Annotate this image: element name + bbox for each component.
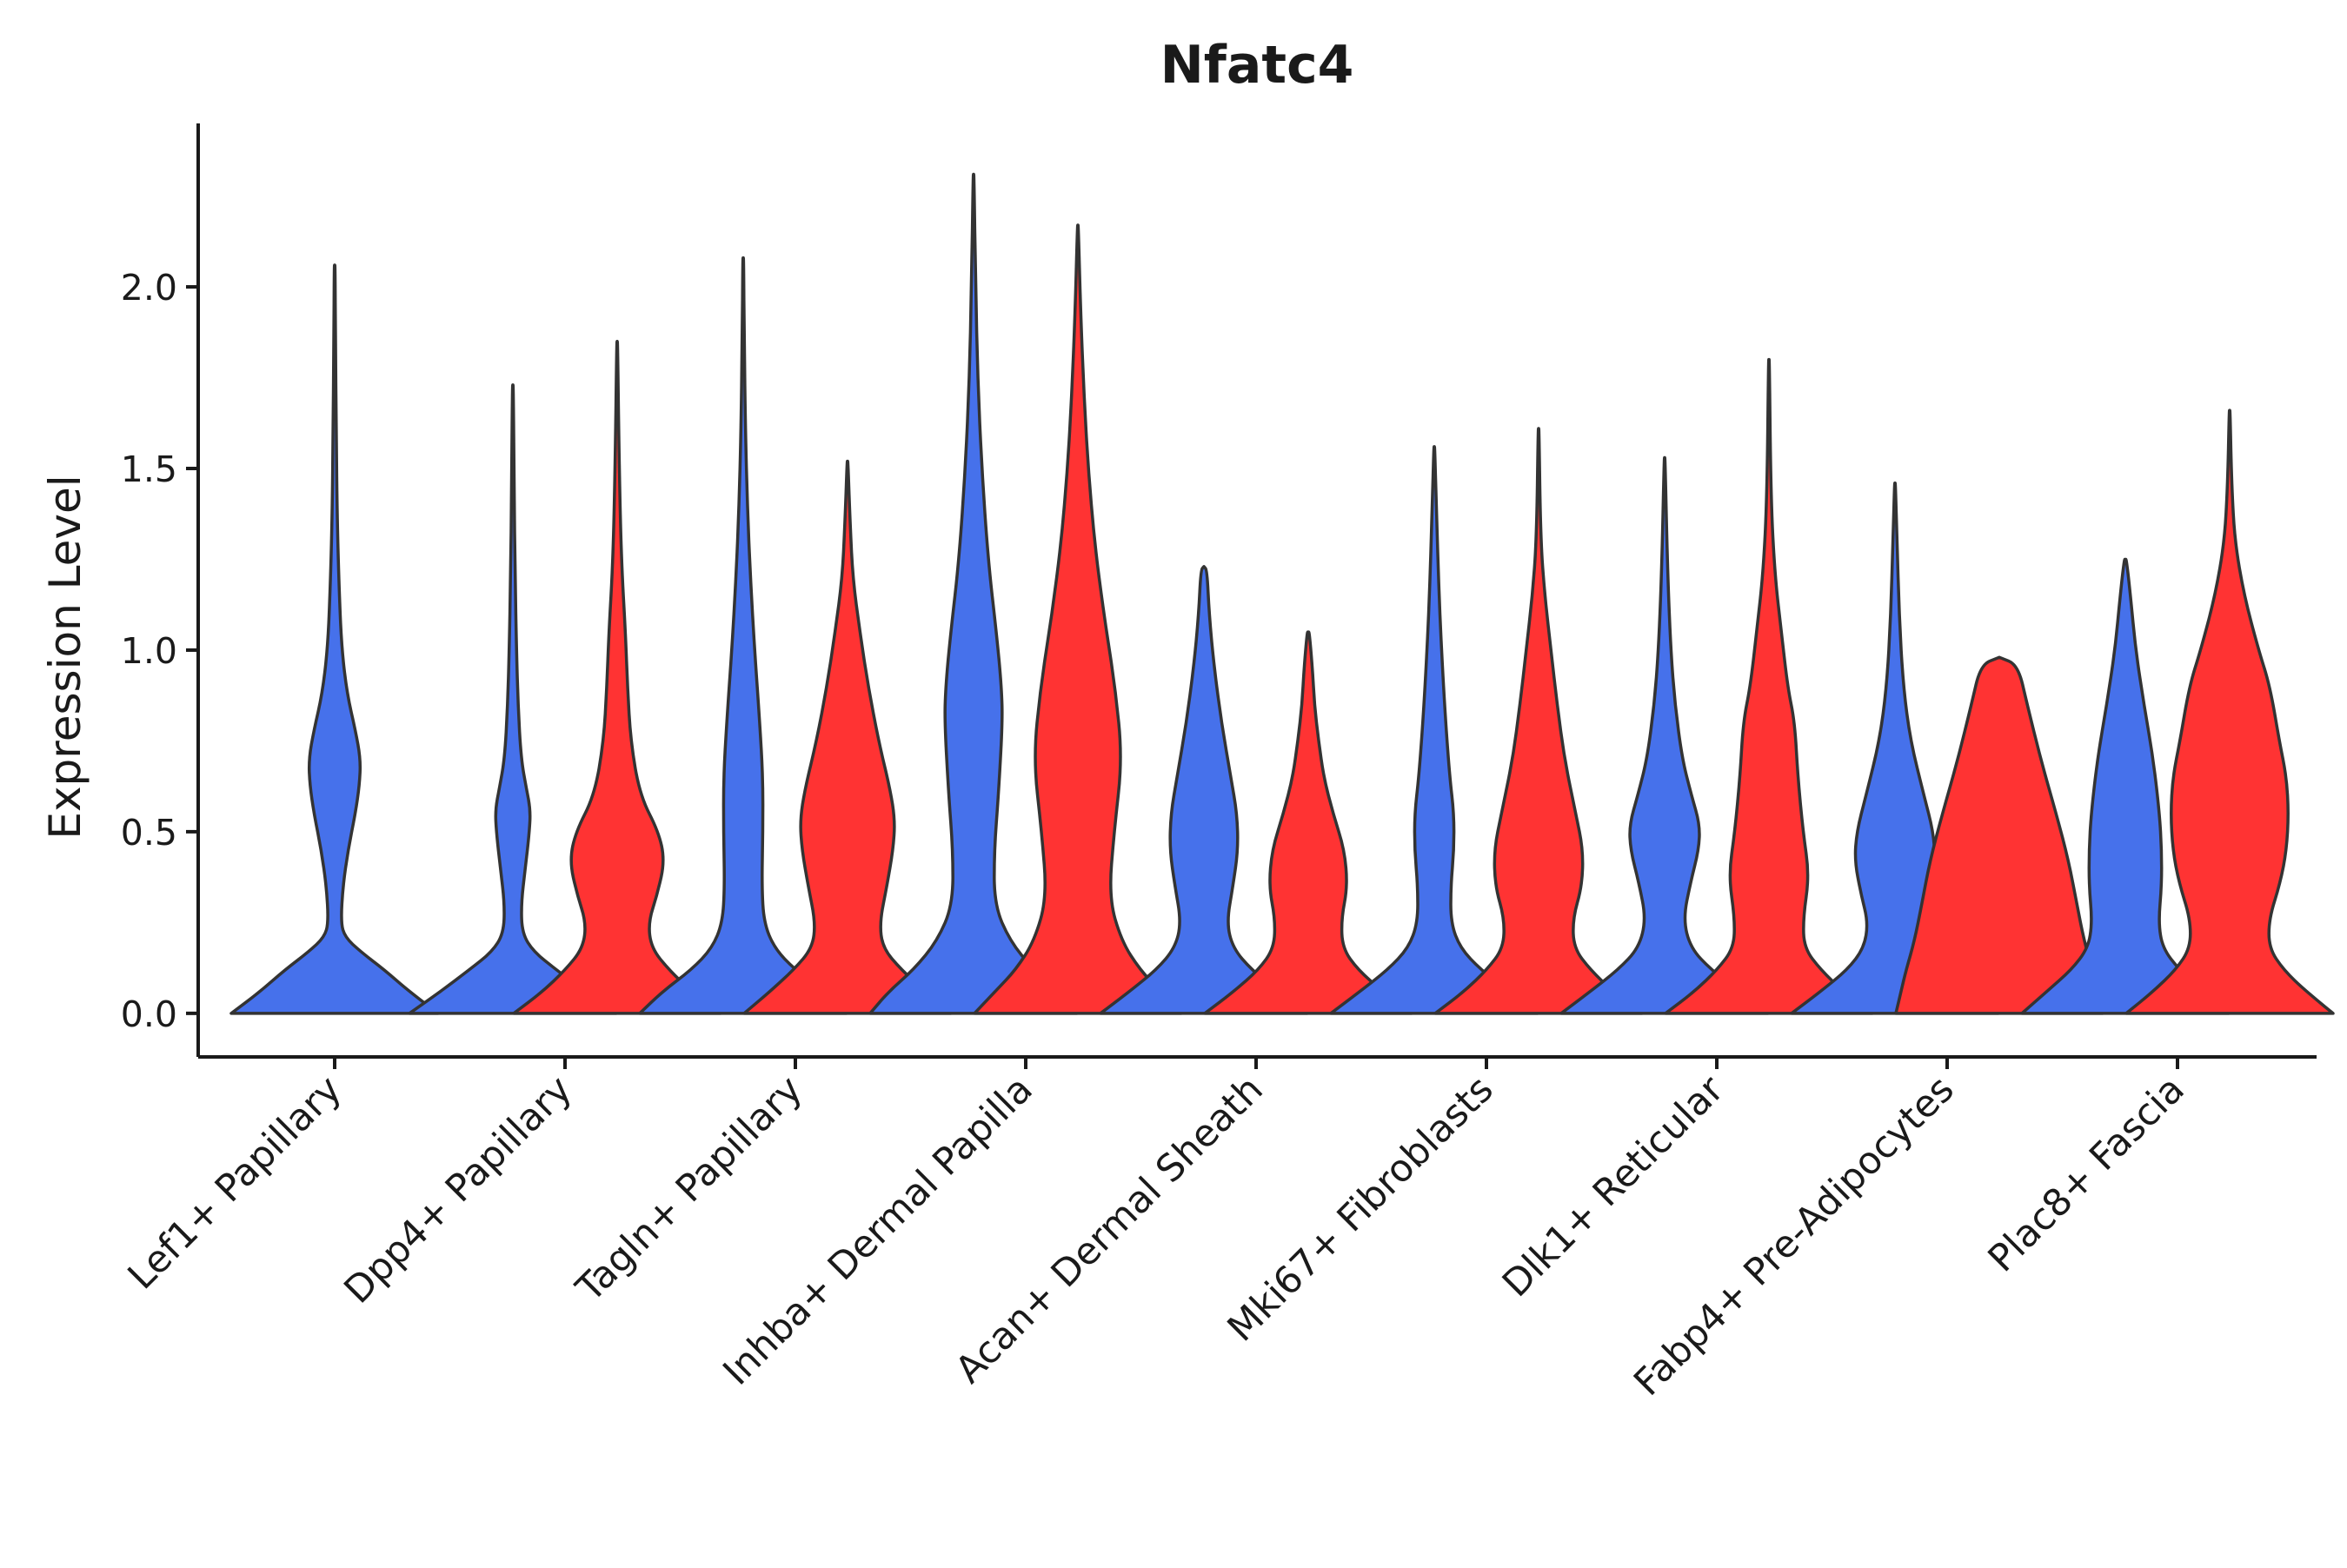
y-axis: 0.0 0.5 1.0 1.5 2.0 — [121, 123, 200, 1057]
y-tick-label: 0.5 — [121, 812, 177, 854]
violin-blue — [1329, 445, 1539, 1015]
violin-blue — [868, 172, 1079, 1015]
x-category-label: Lef1+ Papillary — [120, 1067, 350, 1298]
violin-blue — [229, 263, 440, 1015]
y-tick-label: 1.5 — [121, 448, 177, 490]
x-category-label: Tagln+ Papillary — [568, 1067, 811, 1311]
violin-red — [1894, 655, 2104, 1015]
violin-blue — [1099, 565, 1309, 1015]
violin-layer — [229, 172, 2335, 1015]
violin-red — [973, 223, 1183, 1015]
violin-blue — [408, 383, 618, 1015]
violin-blue — [1559, 455, 1770, 1015]
chart-title: Nfatc4 — [1160, 35, 1354, 96]
violin-red — [2124, 409, 2335, 1015]
violin-red — [742, 459, 953, 1015]
y-tick-label: 0.0 — [121, 993, 177, 1035]
x-category-label: Mki67+ Fibroblasts — [1220, 1067, 1502, 1350]
y-tick-label: 1.0 — [121, 630, 177, 672]
violin-red — [1664, 357, 1874, 1015]
y-tick-label: 2.0 — [121, 267, 177, 309]
x-category-label: Dpp4+ Papillary — [336, 1067, 581, 1312]
x-category-label: Plac8+ Fascia — [1980, 1067, 2193, 1280]
violin-red — [1203, 630, 1413, 1015]
violin-blue — [638, 256, 848, 1015]
violin-blue — [2020, 557, 2231, 1015]
violin-red — [512, 339, 722, 1015]
x-category-label: Dlk1+ Reticular — [1494, 1067, 1732, 1306]
y-axis-title: Expression Level — [40, 475, 90, 839]
violin-red — [1433, 427, 1644, 1015]
